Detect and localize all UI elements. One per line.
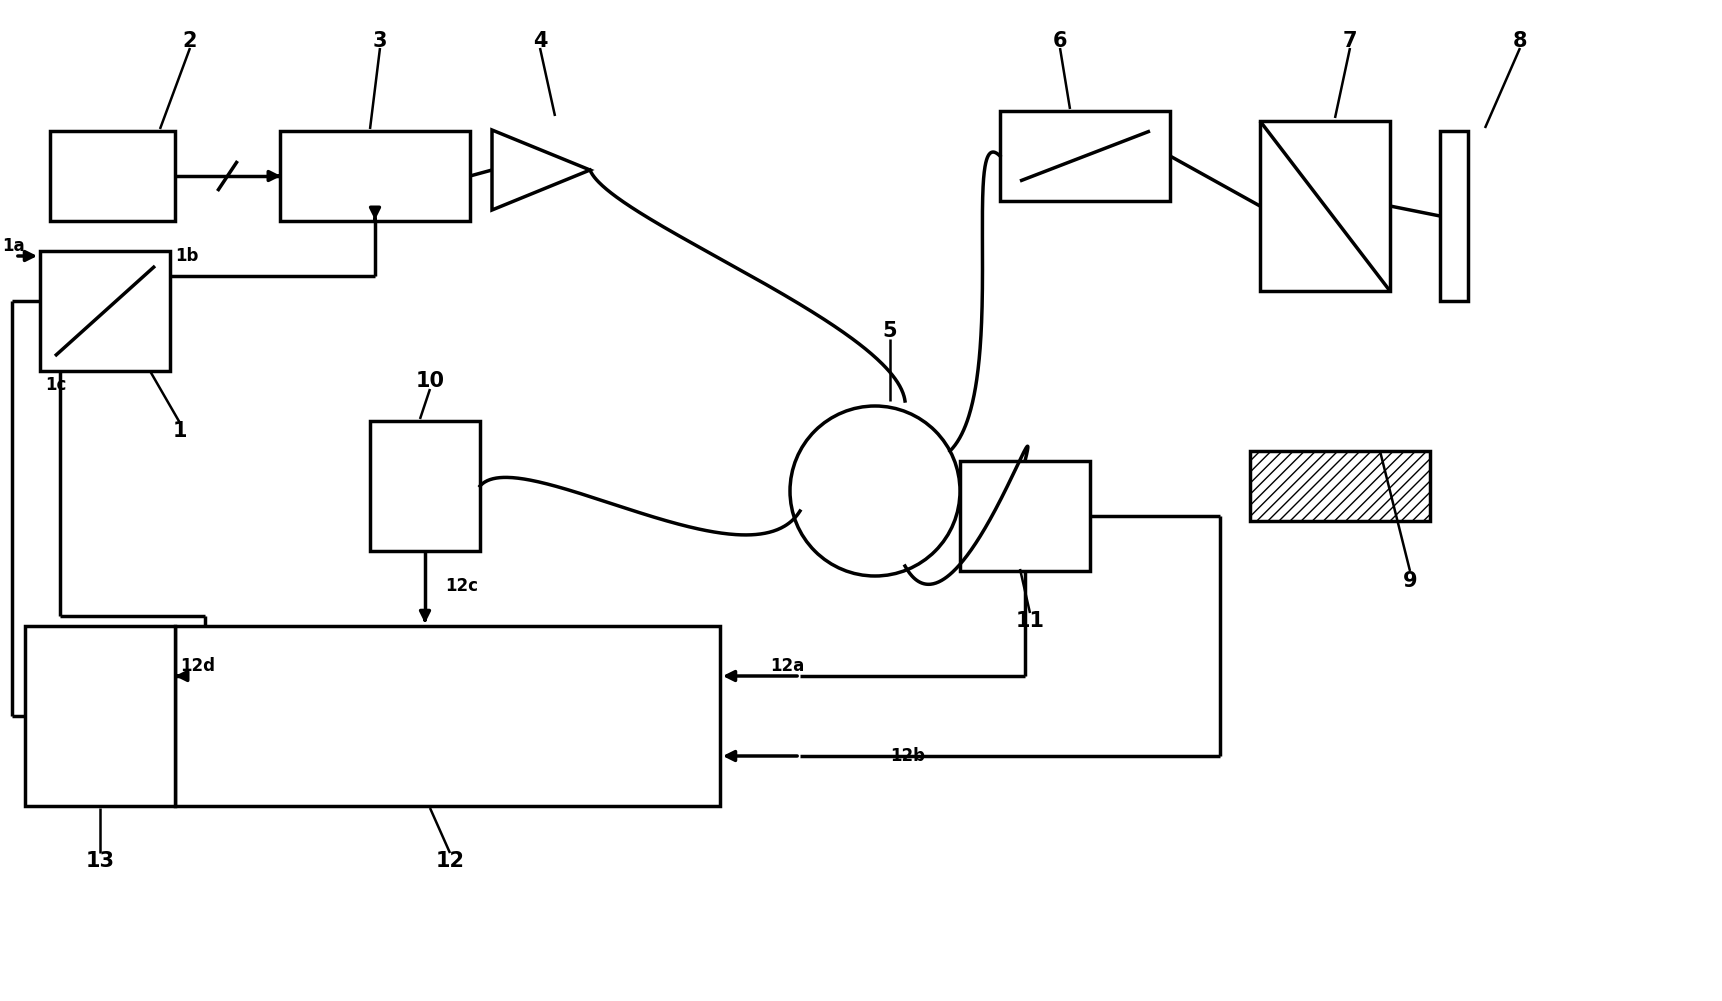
Text: 13: 13	[86, 851, 114, 871]
Bar	[370, 421, 480, 551]
Polygon shape	[492, 130, 591, 210]
Bar	[40, 251, 170, 371]
Text: 1: 1	[172, 421, 188, 441]
Text: 12: 12	[436, 851, 465, 871]
Text: 10: 10	[415, 371, 444, 391]
Bar	[50, 131, 176, 221]
Bar	[176, 626, 720, 806]
Text: 1a: 1a	[2, 237, 26, 255]
Text: 2: 2	[183, 31, 198, 51]
Text: 12d: 12d	[181, 657, 215, 675]
Circle shape	[790, 406, 959, 576]
Text: 4: 4	[532, 31, 548, 51]
Bar	[26, 626, 176, 806]
Text: 6: 6	[1052, 31, 1068, 51]
Text: 1c: 1c	[45, 376, 67, 394]
Text: 7: 7	[1343, 31, 1357, 51]
Bar	[1000, 111, 1169, 201]
Text: 11: 11	[1016, 611, 1045, 631]
Text: 12a: 12a	[770, 657, 804, 675]
Text: 1b: 1b	[176, 247, 198, 265]
Text: 12b: 12b	[890, 747, 925, 765]
Bar	[1250, 451, 1429, 521]
Bar	[1261, 121, 1390, 291]
Text: 3: 3	[372, 31, 387, 51]
Text: 12c: 12c	[444, 577, 479, 595]
Bar	[281, 131, 470, 221]
Bar	[959, 461, 1090, 571]
Text: 9: 9	[1403, 571, 1417, 591]
Text: 5: 5	[883, 321, 897, 341]
Bar	[1440, 131, 1467, 301]
Text: 8: 8	[1512, 31, 1527, 51]
